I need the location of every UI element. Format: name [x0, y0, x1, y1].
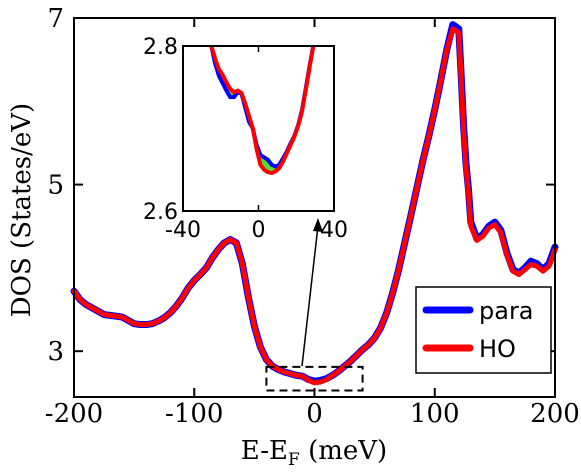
- inset-x-tick-label: -40: [165, 218, 201, 243]
- inset-x-tick-label: 0: [252, 218, 266, 243]
- x-tick-label: 200: [530, 399, 580, 429]
- inset-x-tick-label: 40: [320, 218, 348, 243]
- legend: para HO: [415, 286, 552, 374]
- legend-label-ho: HO: [479, 335, 516, 363]
- x-tick-label: -200: [45, 399, 103, 429]
- legend-label-para: para: [479, 297, 534, 325]
- y-axis-title: DOS (States/eV): [7, 103, 37, 317]
- zoom-arrow-line: [301, 225, 319, 367]
- x-axis-title-subscript: F: [288, 450, 300, 470]
- inset-y-tick-label: 2.8: [143, 35, 178, 60]
- y-tick-label: 5: [47, 171, 64, 201]
- main-plot: -200 -100 0 100 200 3 5 7 E-EF (meV) DOS (States/…: [7, 4, 580, 470]
- inset-y-tick-label: 2.6: [143, 200, 178, 225]
- x-tick-label: 0: [306, 399, 323, 429]
- x-axis-title-main: E-E: [241, 436, 288, 466]
- series-line-ho: [71, 26, 558, 386]
- zoom-arrow-head: [313, 218, 323, 232]
- x-tick-label: -100: [165, 399, 223, 429]
- y-tick-label: 7: [47, 4, 64, 34]
- inset-background: [183, 46, 334, 211]
- zoom-region-box: [265, 365, 364, 392]
- inset-data: [209, 46, 316, 176]
- y-tick-label: 3: [47, 337, 64, 367]
- x-tick-label: 100: [410, 399, 460, 429]
- x-axis-title: E-EF (meV): [241, 436, 387, 470]
- inset-series-line-ho: [209, 46, 316, 176]
- legend-box: [415, 286, 552, 374]
- x-axis-title-unit: (meV): [300, 436, 387, 466]
- inset-plot: -40 0 40 2.6 2.8: [143, 35, 348, 243]
